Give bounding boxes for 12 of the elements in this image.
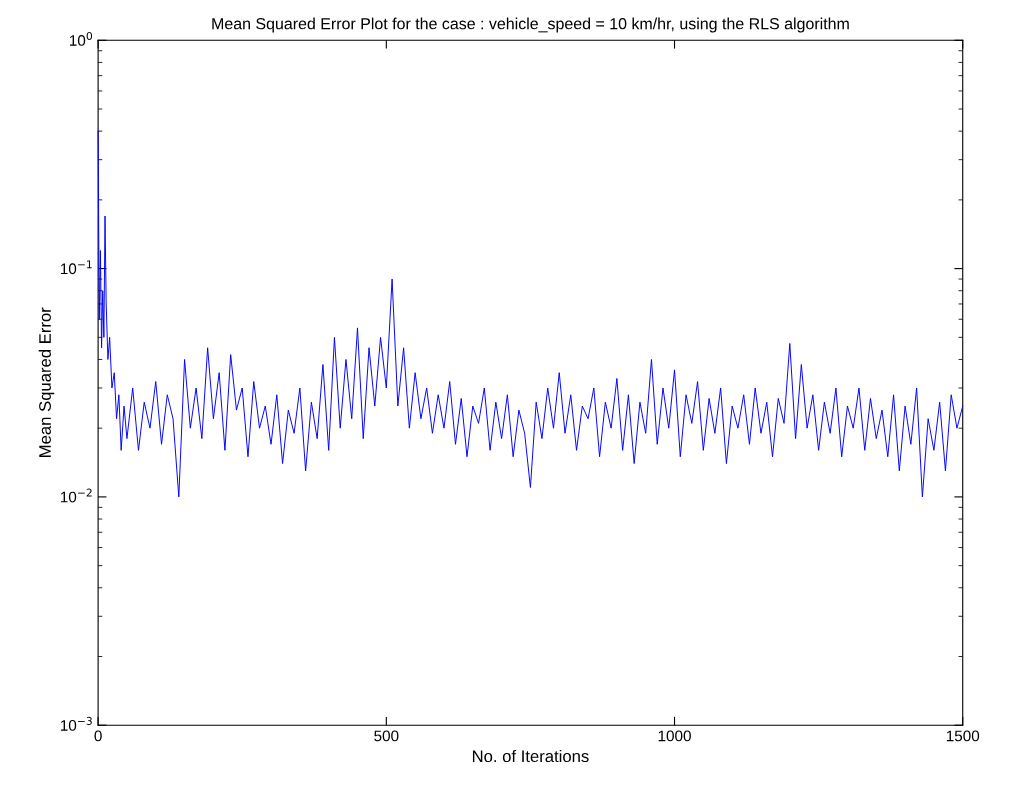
x-tick-label: 1000 — [658, 730, 691, 742]
x-tick-label: 1500 — [946, 730, 980, 742]
x-tick-label: 0 — [94, 730, 102, 742]
y-axis-title: Mean Squared Error — [38, 307, 55, 457]
x-tick-label: 500 — [374, 730, 399, 742]
y-tick-label: 10$^{−2}$ — [60, 488, 92, 503]
line-series — [97, 130, 964, 498]
y-tick-label: 10$^{−3}$ — [60, 716, 92, 731]
x-axis-title: No. of Iterations — [472, 749, 589, 763]
chart-title: Mean Squared Error Plot for the case : vehicle_speed = 10 km/hr, using the RLS algorithm — [212, 17, 849, 33]
y-tick-label: 10$^{0}$ — [69, 31, 93, 46]
y-tick-label: 10$^{−1}$ — [60, 260, 92, 275]
